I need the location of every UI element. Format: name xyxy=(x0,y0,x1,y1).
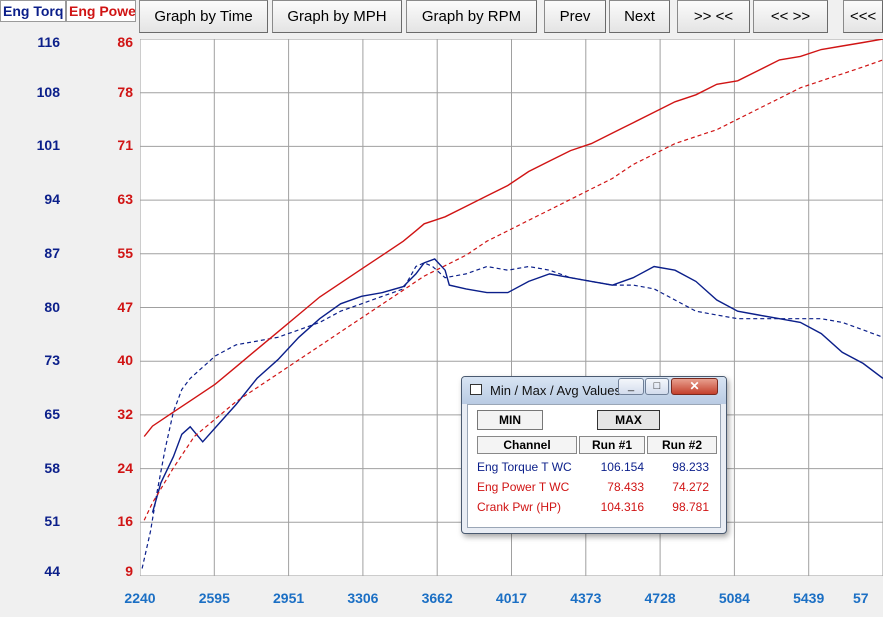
min-max-avg-dialog[interactable]: Min / Max / Avg Values _ □ ✕ MIN MAX Cha… xyxy=(461,376,727,534)
maximize-button[interactable]: □ xyxy=(645,378,669,395)
power-axis-tick: 32 xyxy=(117,405,133,422)
table-row[interactable]: Eng Torque T WC xyxy=(477,460,572,474)
torque-axis-tick: 116 xyxy=(37,34,60,50)
power-axis-tick: 78 xyxy=(117,83,133,100)
min-button[interactable]: MIN xyxy=(477,410,543,430)
torque-axis-tick: 108 xyxy=(36,83,60,100)
dialog-titlebar[interactable]: Min / Max / Avg Values _ □ ✕ xyxy=(462,377,726,404)
run2-value: 74.272 xyxy=(672,480,709,494)
power-axis-tick: 16 xyxy=(117,513,133,530)
channel-name: Eng Power T WC xyxy=(477,480,570,494)
power-axis-tick: 71 xyxy=(117,137,133,154)
torque-axis-header[interactable]: Eng Torq xyxy=(0,0,66,22)
power-axis-tick: 40 xyxy=(117,352,133,369)
torque-axis-tick: 51 xyxy=(44,513,60,530)
chart-series xyxy=(141,39,883,569)
run1-value: 106.154 xyxy=(600,460,644,474)
run2-value: 98.233 xyxy=(672,460,709,474)
torque-axis-tick: 58 xyxy=(44,459,60,476)
rpm-axis-tick: 5439 xyxy=(793,590,825,606)
dialog-content: MIN MAX Channel Run #1 Run #2 Eng Torque… xyxy=(467,404,721,528)
power-axis-header[interactable]: Eng Powe xyxy=(66,0,136,22)
rpm-axis-tick: 3306 xyxy=(347,590,379,606)
run1-value: 104.316 xyxy=(600,500,644,514)
column-header-channel[interactable]: Channel xyxy=(477,436,577,454)
rpm-axis-tick: 2951 xyxy=(273,590,305,606)
graph-by-time-button[interactable]: Graph by Time xyxy=(139,0,268,33)
torque-axis-tick: 65 xyxy=(44,405,60,422)
next-button[interactable]: Next xyxy=(609,0,670,33)
power-run2-line xyxy=(143,59,883,521)
dialog-title: Min / Max / Avg Values xyxy=(490,383,622,398)
column-header-run2[interactable]: Run #2 xyxy=(647,436,717,454)
max-button[interactable]: MAX xyxy=(597,410,660,430)
power-axis-tick: 55 xyxy=(117,244,133,261)
channel-name: Eng Torque T WC xyxy=(477,460,572,474)
rpm-axis-tick: 4728 xyxy=(644,590,676,606)
power-axis-tick: 9 xyxy=(125,563,133,579)
window-icon xyxy=(470,384,482,395)
table-row[interactable]: Eng Power T WC xyxy=(477,480,569,494)
torque-axis-tick: 94 xyxy=(44,191,60,208)
run1-value: 78.433 xyxy=(607,480,644,494)
torque-axis-tick: 44 xyxy=(44,563,60,579)
torque-axis-tick: 80 xyxy=(44,298,60,315)
rpm-axis-tick: 2240 xyxy=(124,590,156,606)
column-header-run1[interactable]: Run #1 xyxy=(579,436,645,454)
rpm-axis-tick: 5084 xyxy=(718,590,750,606)
torque-axis-tick: 101 xyxy=(36,137,60,154)
channel-name: Crank Pwr (HP) xyxy=(477,500,562,514)
power-axis-tick: 24 xyxy=(117,459,133,476)
prev-button[interactable]: Prev xyxy=(544,0,606,33)
rpm-axis-tick: 2595 xyxy=(198,590,230,606)
power-axis-tick: 86 xyxy=(117,34,133,50)
torque-axis-tick: 73 xyxy=(44,352,60,369)
rpm-axis-tick: 4017 xyxy=(495,590,528,606)
close-button[interactable]: ✕ xyxy=(671,378,718,395)
torque-run2-line xyxy=(141,262,883,569)
zoom-out-button[interactable]: << >> xyxy=(753,0,828,33)
run2-value: 98.781 xyxy=(672,500,709,514)
power-run1-line xyxy=(143,39,883,437)
torque-run1-line xyxy=(151,258,883,513)
power-axis-tick: 63 xyxy=(117,191,133,208)
zoom-in-button[interactable]: >> << xyxy=(677,0,750,33)
rpm-axis-tick: 57 xyxy=(853,590,869,606)
minimize-button[interactable]: _ xyxy=(618,378,644,395)
rpm-axis-tick: 4373 xyxy=(570,590,602,606)
table-row[interactable]: Crank Pwr (HP) xyxy=(477,500,561,514)
graph-by-mph-button[interactable]: Graph by MPH xyxy=(272,0,402,33)
scroll-left-button[interactable]: <<< xyxy=(843,0,883,33)
graph-by-rpm-button[interactable]: Graph by RPM xyxy=(406,0,537,33)
power-axis-tick: 47 xyxy=(117,298,133,315)
torque-axis-tick: 87 xyxy=(44,244,60,261)
rpm-axis-tick: 3662 xyxy=(421,590,453,606)
